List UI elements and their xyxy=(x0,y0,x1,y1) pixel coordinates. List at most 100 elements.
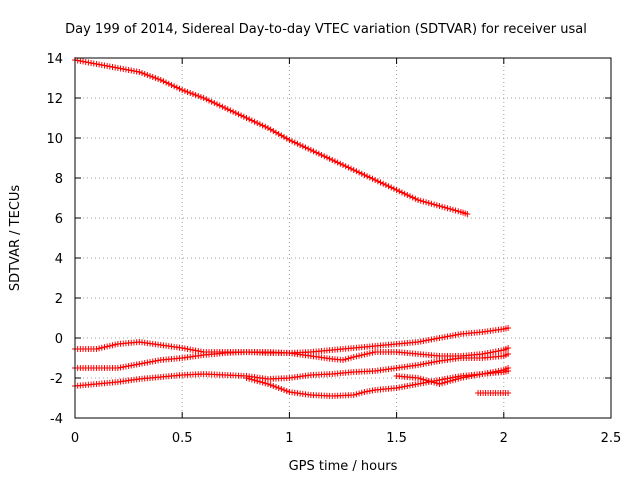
data-point xyxy=(256,121,263,128)
data-point xyxy=(262,123,269,130)
y-tick-labels: -4 -2 0 2 4 6 8 10 12 14 xyxy=(46,52,63,427)
data-point xyxy=(259,122,266,129)
data-point xyxy=(181,88,188,94)
data-point xyxy=(396,188,403,195)
data-point xyxy=(109,342,116,349)
y-tick-label: 12 xyxy=(46,92,63,107)
data-point xyxy=(286,137,293,143)
plot-frame xyxy=(74,57,612,419)
data-point xyxy=(455,375,462,382)
data-point xyxy=(505,351,512,357)
data-point xyxy=(163,79,170,86)
data-point xyxy=(240,113,247,120)
grid xyxy=(75,58,611,418)
x-tick-label: 1.5 xyxy=(386,431,407,446)
data-point xyxy=(232,110,239,116)
data-point xyxy=(356,390,363,397)
chart-title: Day 199 of 2014, Sidereal Day-to-day VTE… xyxy=(65,22,587,37)
data-point xyxy=(350,392,357,398)
data-point xyxy=(452,376,459,383)
data-point xyxy=(364,173,371,180)
data-point xyxy=(93,346,100,352)
data-point xyxy=(139,70,145,76)
y-tick-label: 10 xyxy=(46,132,63,147)
data-point xyxy=(452,207,459,214)
data-point xyxy=(342,356,349,363)
y-axis-label: SDTVAR / TECUs xyxy=(8,185,23,292)
data-point xyxy=(398,189,405,196)
data-point xyxy=(270,383,277,389)
data-point xyxy=(291,139,298,146)
data-point xyxy=(420,376,427,383)
data-point xyxy=(455,208,462,215)
data-point xyxy=(423,199,430,206)
data-point xyxy=(216,102,223,109)
data-point xyxy=(425,378,432,384)
data-point xyxy=(152,75,159,81)
data-point xyxy=(155,76,162,82)
data-point xyxy=(353,168,360,175)
x-tick-label: 2.5 xyxy=(601,431,622,446)
data-point xyxy=(364,350,371,357)
data-point xyxy=(415,197,422,203)
data-point xyxy=(350,167,357,173)
series-sat-c xyxy=(72,345,512,371)
data-point xyxy=(358,389,365,396)
data-point xyxy=(299,143,306,150)
data-point xyxy=(425,200,432,206)
data-point xyxy=(160,78,167,85)
data-point xyxy=(243,375,250,381)
y-tick-label: 6 xyxy=(55,212,63,227)
data-point xyxy=(165,80,172,87)
data-point xyxy=(179,87,186,93)
data-point xyxy=(337,160,344,167)
series-sat-a xyxy=(72,57,471,217)
data-point xyxy=(224,106,231,113)
data-point xyxy=(433,202,440,209)
data-point xyxy=(278,386,285,392)
data-point xyxy=(505,325,512,331)
data-point xyxy=(329,157,336,163)
data-point xyxy=(369,175,376,182)
data-point xyxy=(251,118,258,125)
data-point xyxy=(302,144,309,151)
data-point xyxy=(358,352,365,359)
data-point xyxy=(449,377,456,384)
data-point xyxy=(377,179,384,186)
data-point xyxy=(184,89,191,95)
data-point xyxy=(334,159,341,166)
y-tick-label: -2 xyxy=(50,372,63,387)
data-point xyxy=(157,77,164,83)
series-sat-d xyxy=(72,351,512,389)
data-point xyxy=(310,148,317,155)
data-point xyxy=(230,108,237,115)
data-point xyxy=(173,84,180,91)
data-point xyxy=(275,385,282,391)
data-point xyxy=(388,184,395,191)
data-point xyxy=(401,190,408,197)
data-point xyxy=(227,107,234,114)
data-point xyxy=(273,384,279,390)
data-point xyxy=(350,354,357,360)
data-point xyxy=(147,73,154,79)
data-point xyxy=(294,140,301,147)
data-point xyxy=(281,387,288,393)
data-point xyxy=(141,71,148,77)
data-point xyxy=(417,375,424,382)
data-point xyxy=(289,138,296,145)
data-point xyxy=(248,376,255,383)
data-point xyxy=(353,391,360,398)
data-point xyxy=(340,357,346,363)
data-point xyxy=(307,147,314,153)
data-point xyxy=(380,180,387,187)
data-point xyxy=(222,105,229,111)
data-point xyxy=(423,377,430,384)
data-point xyxy=(149,74,156,80)
data-point xyxy=(246,116,253,123)
data-point xyxy=(235,111,242,118)
data-point xyxy=(353,353,360,360)
data-point xyxy=(441,204,448,211)
data-point xyxy=(331,158,338,165)
data-point xyxy=(211,100,218,106)
